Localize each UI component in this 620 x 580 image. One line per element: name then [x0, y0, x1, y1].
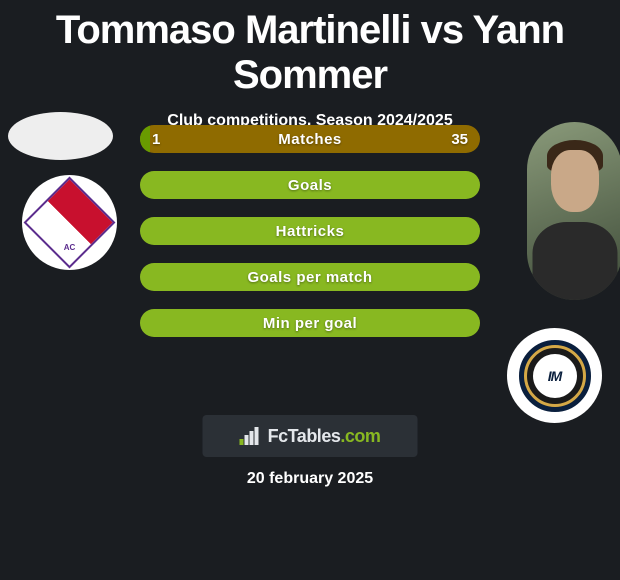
stat-row: Min per goal [140, 309, 480, 337]
stat-label: Min per goal [263, 315, 357, 332]
stat-row: Goals [140, 171, 480, 199]
stat-label: Hattricks [276, 223, 345, 240]
inter-badge-outer: IM [519, 340, 591, 412]
player-left-avatar [8, 112, 113, 160]
player-right-club-badge: IM [507, 328, 602, 423]
site-bars-icon [240, 427, 262, 445]
stat-label: Goals per match [247, 269, 372, 286]
stats-container: 1 Matches 35 Goals Hattricks Goals per match M… [140, 125, 480, 355]
player-right-avatar [527, 122, 620, 300]
stat-row: Goals per match [140, 263, 480, 291]
date-label: 20 february 2025 [0, 470, 620, 488]
stat-row: Hattricks [140, 217, 480, 245]
page-title: Tommaso Martinelli vs Yann Sommer [0, 0, 620, 98]
fiorentina-badge-shape [24, 177, 116, 269]
stat-label: Matches [278, 131, 342, 148]
avatar-face-shape [551, 150, 599, 212]
site-name-main: FcTables [268, 426, 341, 446]
site-badge[interactable]: FcTables.com [203, 415, 418, 457]
site-name-suffix: .com [340, 426, 380, 446]
player-left-club-badge: AC [22, 175, 117, 270]
stat-fill-left [140, 125, 150, 153]
stat-value-left: 1 [152, 131, 160, 148]
stat-row: 1 Matches 35 [140, 125, 480, 153]
stat-label: Goals [288, 177, 332, 194]
avatar-body-shape [532, 222, 617, 300]
inter-badge-ring [524, 345, 586, 407]
stat-value-right: 35 [451, 131, 468, 148]
fiorentina-badge-text: AC [64, 243, 76, 252]
site-name: FcTables.com [268, 426, 381, 447]
